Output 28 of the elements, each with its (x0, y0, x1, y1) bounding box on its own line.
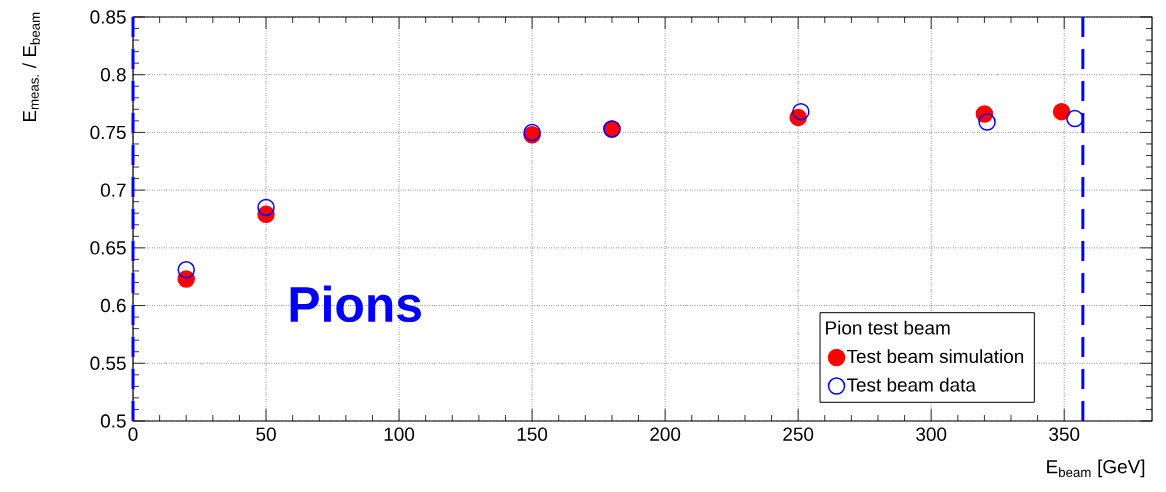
y-tick-label: 0.75 (90, 125, 126, 140)
x-axis-title: E$_{beam}$ [GeV] (1047, 459, 1145, 478)
point (978, 113, 996, 131)
x-tick-label: 350 (1049, 427, 1080, 441)
point (1066, 109, 1084, 128)
x-tick-label: 300 (916, 427, 947, 441)
legend-label: Test beam data (846, 377, 976, 392)
y-tick-label: 0.65 (90, 241, 126, 255)
y-tick-label: 0.85 (90, 10, 126, 24)
point (177, 261, 195, 279)
point (257, 198, 275, 217)
x-tick-label: 200 (650, 427, 681, 441)
y-tick-label: 0.5 (100, 414, 126, 428)
annotation: Pions (290, 285, 421, 323)
point (1052, 102, 1071, 121)
x-tick-label: 250 (783, 427, 814, 441)
y-tick-label: 0.6 (100, 298, 126, 313)
y-tick-label: 0.7 (100, 183, 126, 197)
legend-label: Test beam simulation (846, 349, 1024, 364)
x-tick-label: 0 (128, 427, 138, 441)
point (792, 102, 810, 121)
x-tick-label: 150 (517, 427, 548, 441)
y-tick-label: 0.8 (100, 68, 126, 82)
x-tick-label: 100 (384, 427, 415, 441)
y-axis-title: E$_{meas.}$ / E$_{beam}$ (22, 12, 40, 122)
y-tick-label: 0.55 (90, 356, 126, 370)
legend-title: Pion test beam (826, 320, 950, 335)
x-tick-label: 50 (256, 427, 276, 441)
